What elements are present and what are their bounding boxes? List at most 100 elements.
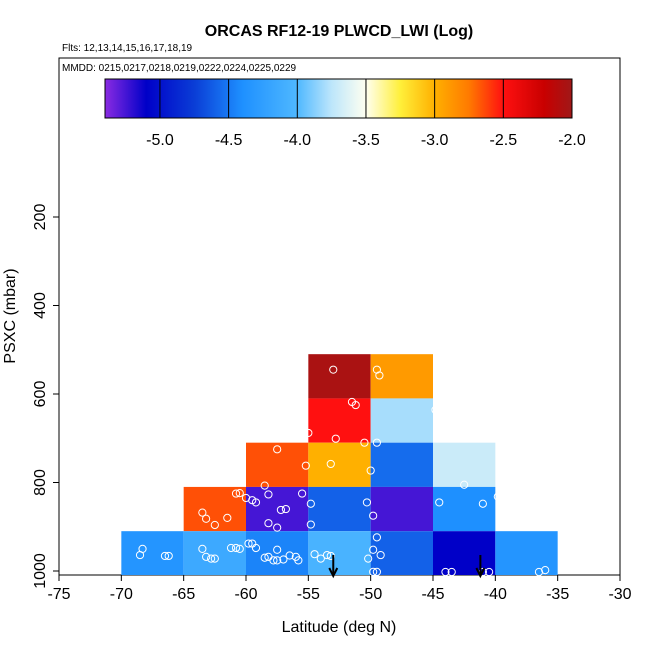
observation-point (329, 365, 338, 374)
observation-point (273, 445, 282, 454)
observation-point (269, 556, 278, 565)
observation-point (202, 514, 211, 523)
heatmap-cell (433, 442, 496, 487)
observation-point (369, 511, 378, 520)
observation-point (375, 371, 384, 380)
heatmap-cell (308, 486, 371, 532)
observation-point (372, 438, 381, 447)
observation-point (372, 533, 381, 542)
observation-point (534, 567, 544, 577)
observation-point (460, 480, 469, 489)
observation-point (364, 554, 373, 563)
observation-point (441, 567, 450, 577)
chart-subtitle-dates: MMDD: 0215,0217,0218,0219,0222,0224,0225… (62, 63, 297, 74)
observation-point (235, 489, 244, 498)
observation-point (447, 567, 456, 577)
y-tick-label: 1000 (32, 553, 49, 589)
observation-point (326, 459, 335, 469)
observation-point (281, 504, 290, 514)
x-tick-label: -30 (608, 586, 631, 603)
heatmap-cell (308, 442, 371, 487)
observation-point (276, 505, 286, 515)
observation-point (223, 513, 232, 523)
observation-point (198, 544, 207, 553)
observation-point (298, 361, 307, 370)
x-tick-label: -45 (421, 586, 444, 603)
x-tick-label: -75 (47, 586, 70, 603)
observation-point (369, 545, 378, 554)
heatmap-cell (370, 442, 433, 487)
heatmap-cell (308, 354, 371, 399)
chart-title: ORCAS RF12-19 PLWCD_LWI (Log) (205, 23, 473, 40)
observation-point (160, 551, 170, 561)
observation-point (198, 508, 207, 517)
observation-point (226, 543, 236, 553)
observation-point (273, 545, 282, 554)
observation-point (376, 550, 385, 560)
heatmap-cell (433, 531, 496, 575)
observation-point (164, 551, 173, 561)
arrow-head (328, 567, 339, 579)
observation-point (251, 498, 261, 507)
observation-point (298, 489, 307, 498)
observation-point (372, 567, 381, 576)
observation-point (301, 461, 310, 470)
colorbar-bar (104, 78, 573, 119)
observation-point (244, 539, 253, 548)
heatmap-cell (370, 486, 433, 532)
y-axis-label: PSXC (mbar) (2, 268, 19, 363)
heatmap-cell (495, 531, 558, 575)
x-tick-label: -55 (297, 586, 320, 603)
axes: -75 -70 -65 -60 -55 -50 -45 -40 -35 -30 200 400 600 8… (32, 204, 632, 603)
observation-point (306, 499, 315, 508)
observation-point (351, 400, 360, 410)
observation-point (478, 499, 487, 508)
observation-point (493, 492, 502, 501)
colorbar-tick-label: -3.5 (352, 132, 380, 149)
observation-point (251, 543, 261, 553)
heatmap-cells (121, 354, 558, 575)
x-tick-label: -70 (110, 586, 133, 603)
observation-point (138, 544, 147, 553)
heatmap-cell (246, 442, 309, 487)
heatmap-cell (183, 531, 246, 575)
observation-point (310, 550, 319, 559)
observation-point (206, 554, 216, 563)
observation-point (210, 520, 219, 530)
colorbar-tick-label: -2.5 (490, 132, 518, 149)
heatmap-cell (308, 531, 371, 575)
colorbar-tick-label: -5.0 (146, 132, 174, 149)
y-tick-label: 600 (32, 381, 49, 408)
x-tick-label: -65 (172, 586, 195, 603)
colorbar-tick-label: -3.0 (421, 132, 449, 149)
x-axis-label: Latitude (deg N) (282, 619, 397, 636)
heatmap-cell (121, 531, 184, 575)
observation-point (331, 434, 340, 443)
heatmap-cell (370, 354, 433, 399)
observation-point (264, 519, 273, 528)
observation-point (366, 466, 375, 475)
x-tick-label: -40 (484, 586, 507, 603)
observation-point (485, 567, 494, 577)
x-tick-label: -35 (546, 586, 569, 603)
observation-point (541, 566, 550, 575)
observation-point (273, 523, 282, 532)
colorbar-tick-label: -2.0 (558, 132, 586, 149)
observation-point (231, 489, 241, 498)
observation-point (326, 551, 335, 561)
heatmap-cell (183, 486, 246, 532)
y-tick-label: 800 (32, 469, 49, 496)
arrow-markers (328, 555, 486, 579)
observation-point (360, 438, 369, 447)
colorbar: -5.0 -4.5 -4.0 -3.5 -3.0 -2.5 -2.0 (104, 78, 586, 149)
y-tick-label: 200 (32, 204, 49, 231)
observation-point (322, 550, 332, 560)
observation-point (264, 490, 273, 499)
observation-point (362, 498, 372, 507)
arrow-head (475, 567, 486, 579)
observation-point (294, 556, 303, 565)
observation-point (231, 543, 241, 553)
observation-point (304, 428, 313, 438)
observation-point (210, 554, 219, 563)
